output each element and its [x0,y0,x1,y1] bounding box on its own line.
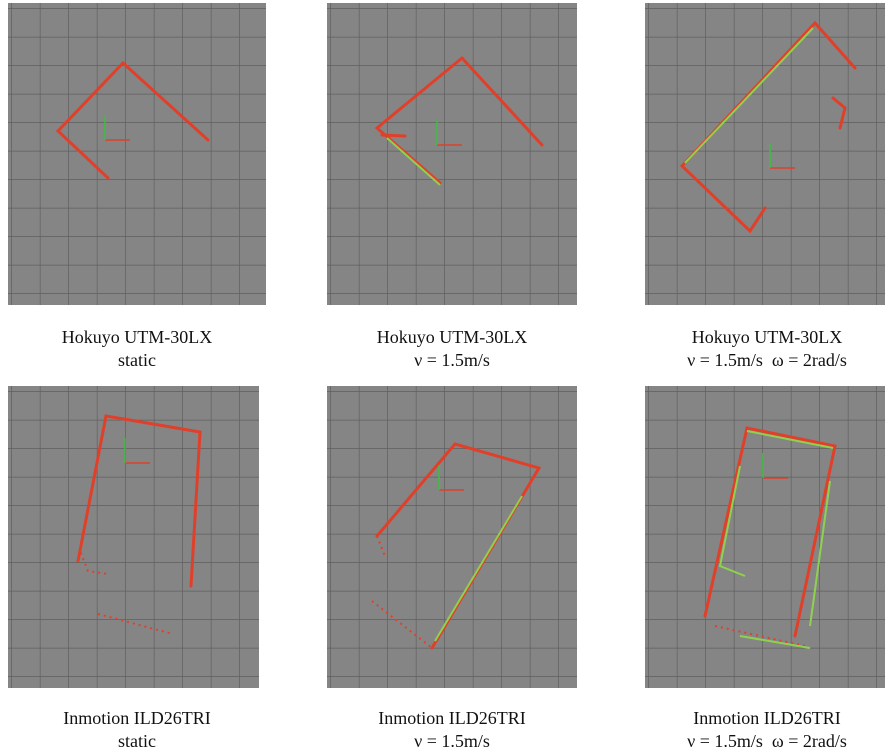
caption-line: Inmotion ILD26TRI [302,707,602,730]
caption-line: Hokuyo UTM-30LX [0,326,287,349]
scan-panel [645,3,885,305]
caption-line: static [0,730,287,753]
scan-panel [8,3,266,305]
figure: Hokuyo UTM-30LXstatic Hokuyo UTM-30LXν =… [0,0,885,756]
caption-line: ν = 1.5m/s ω = 2rad/s [617,349,885,372]
caption-line: ν = 1.5m/s [302,349,602,372]
caption-line: Inmotion ILD26TRI [0,707,287,730]
caption-line: Hokuyo UTM-30LX [302,326,602,349]
scan-panel [327,386,577,688]
scan-panel [645,386,885,688]
caption-line: Hokuyo UTM-30LX [617,326,885,349]
caption-line: Inmotion ILD26TRI [617,707,885,730]
caption-line: ν = 1.5m/s ω = 2rad/s [617,730,885,753]
scan-panel [327,3,577,305]
caption-line: static [0,349,287,372]
scan-panel [8,386,259,688]
caption-line: ν = 1.5m/s [302,730,602,753]
